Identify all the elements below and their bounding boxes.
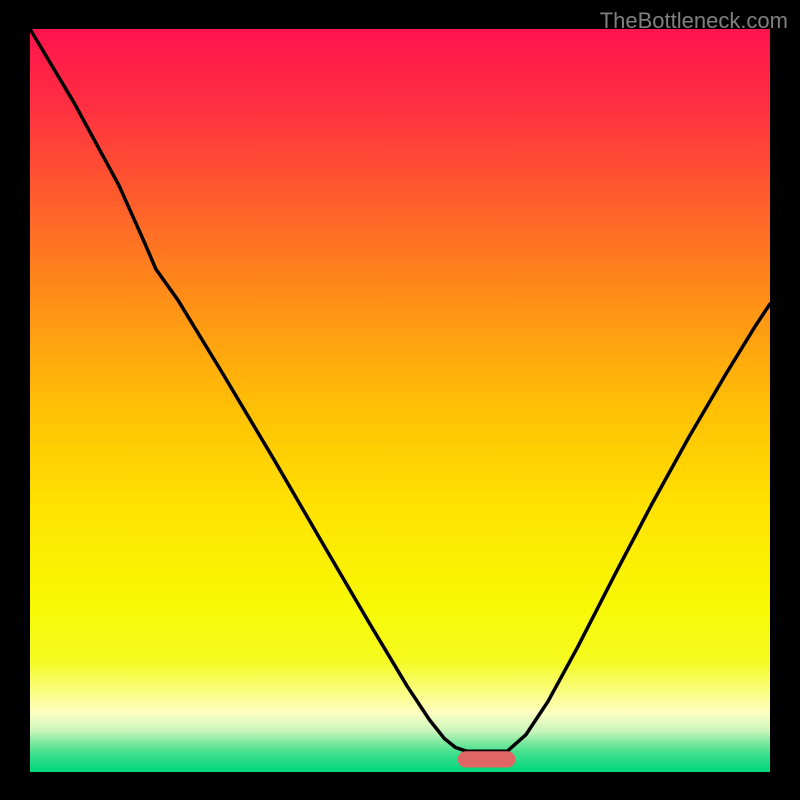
bottleneck-chart [30, 29, 770, 772]
bottom-marker [458, 751, 516, 767]
chart-svg [30, 29, 770, 772]
watermark-text: TheBottleneck.com [600, 8, 788, 34]
chart-background [30, 29, 770, 772]
